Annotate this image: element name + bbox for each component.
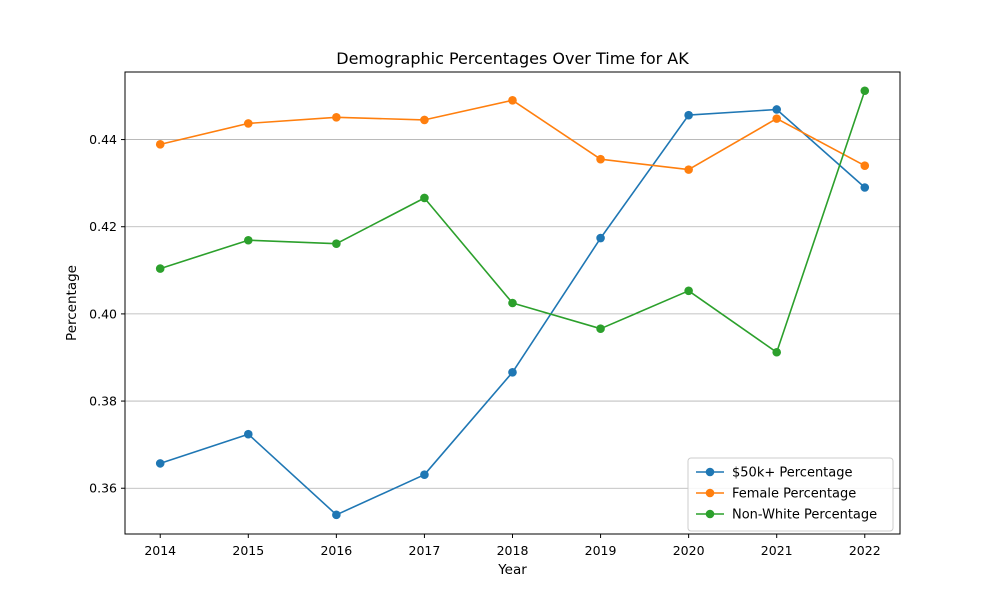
legend-swatch-marker (705, 488, 715, 498)
data-point (684, 165, 693, 174)
data-point (155, 140, 165, 149)
data-point (684, 110, 693, 120)
data-point (596, 324, 605, 334)
x-tick-label: 2014 (144, 543, 176, 558)
y-tick-label: 0.38 (89, 394, 117, 409)
data-point (420, 193, 429, 203)
x-tick-label: 2016 (320, 543, 352, 558)
data-point (508, 298, 517, 308)
data-point (420, 470, 429, 480)
x-tick-label: 2022 (849, 543, 881, 558)
data-point (332, 510, 341, 520)
data-point (860, 183, 870, 192)
legend-swatch-marker (705, 509, 715, 519)
data-point (332, 239, 341, 249)
data-point (332, 113, 341, 122)
data-point (860, 86, 870, 96)
x-tick-label: 2019 (585, 543, 617, 558)
data-point (508, 368, 517, 377)
y-tick-label: 0.40 (89, 306, 117, 321)
data-point (772, 347, 782, 357)
data-point (860, 161, 870, 171)
y-tick-label: 0.36 (89, 481, 117, 496)
data-point (420, 115, 429, 125)
x-axis: 2014 2015 2016 2017 2018 2019 2020 2021 2022 (144, 534, 881, 558)
data-point (508, 96, 517, 105)
legend-swatch-marker (705, 467, 715, 477)
x-axis-label: Year (497, 562, 527, 578)
data-point (772, 114, 782, 123)
data-point (243, 429, 253, 439)
y-axis-label: Percentage (64, 265, 80, 341)
x-tick-label: 2021 (761, 543, 793, 558)
data-point (155, 264, 165, 273)
legend-entry-label: Female Percentage (732, 487, 856, 502)
x-tick-label: 2015 (232, 543, 264, 558)
legend-box (687, 457, 894, 532)
data-point (243, 119, 253, 128)
data-point (155, 459, 165, 468)
series-points (155, 86, 870, 520)
data-point (596, 233, 605, 243)
chart-title: Demographic Percentages Over Time for AK (336, 49, 689, 68)
data-point (684, 286, 693, 296)
y-tick-label: 0.44 (89, 132, 117, 147)
x-tick-label: 2020 (673, 543, 705, 558)
y-tick-label: 0.42 (89, 219, 117, 234)
data-point (596, 154, 605, 164)
y-axis: 0.36 0.38 0.40 0.42 0.44 (89, 132, 125, 496)
legend-entry-label: Non-White Percentage (732, 508, 877, 523)
data-point (772, 105, 782, 114)
legend-entry-label: $50k+ Percentage (732, 466, 853, 481)
legend: $50k+ Percentage Female Percentage Non-Whi… (687, 457, 894, 532)
data-point (243, 235, 253, 245)
x-tick-label: 2018 (497, 543, 529, 558)
x-tick-label: 2017 (409, 543, 441, 558)
